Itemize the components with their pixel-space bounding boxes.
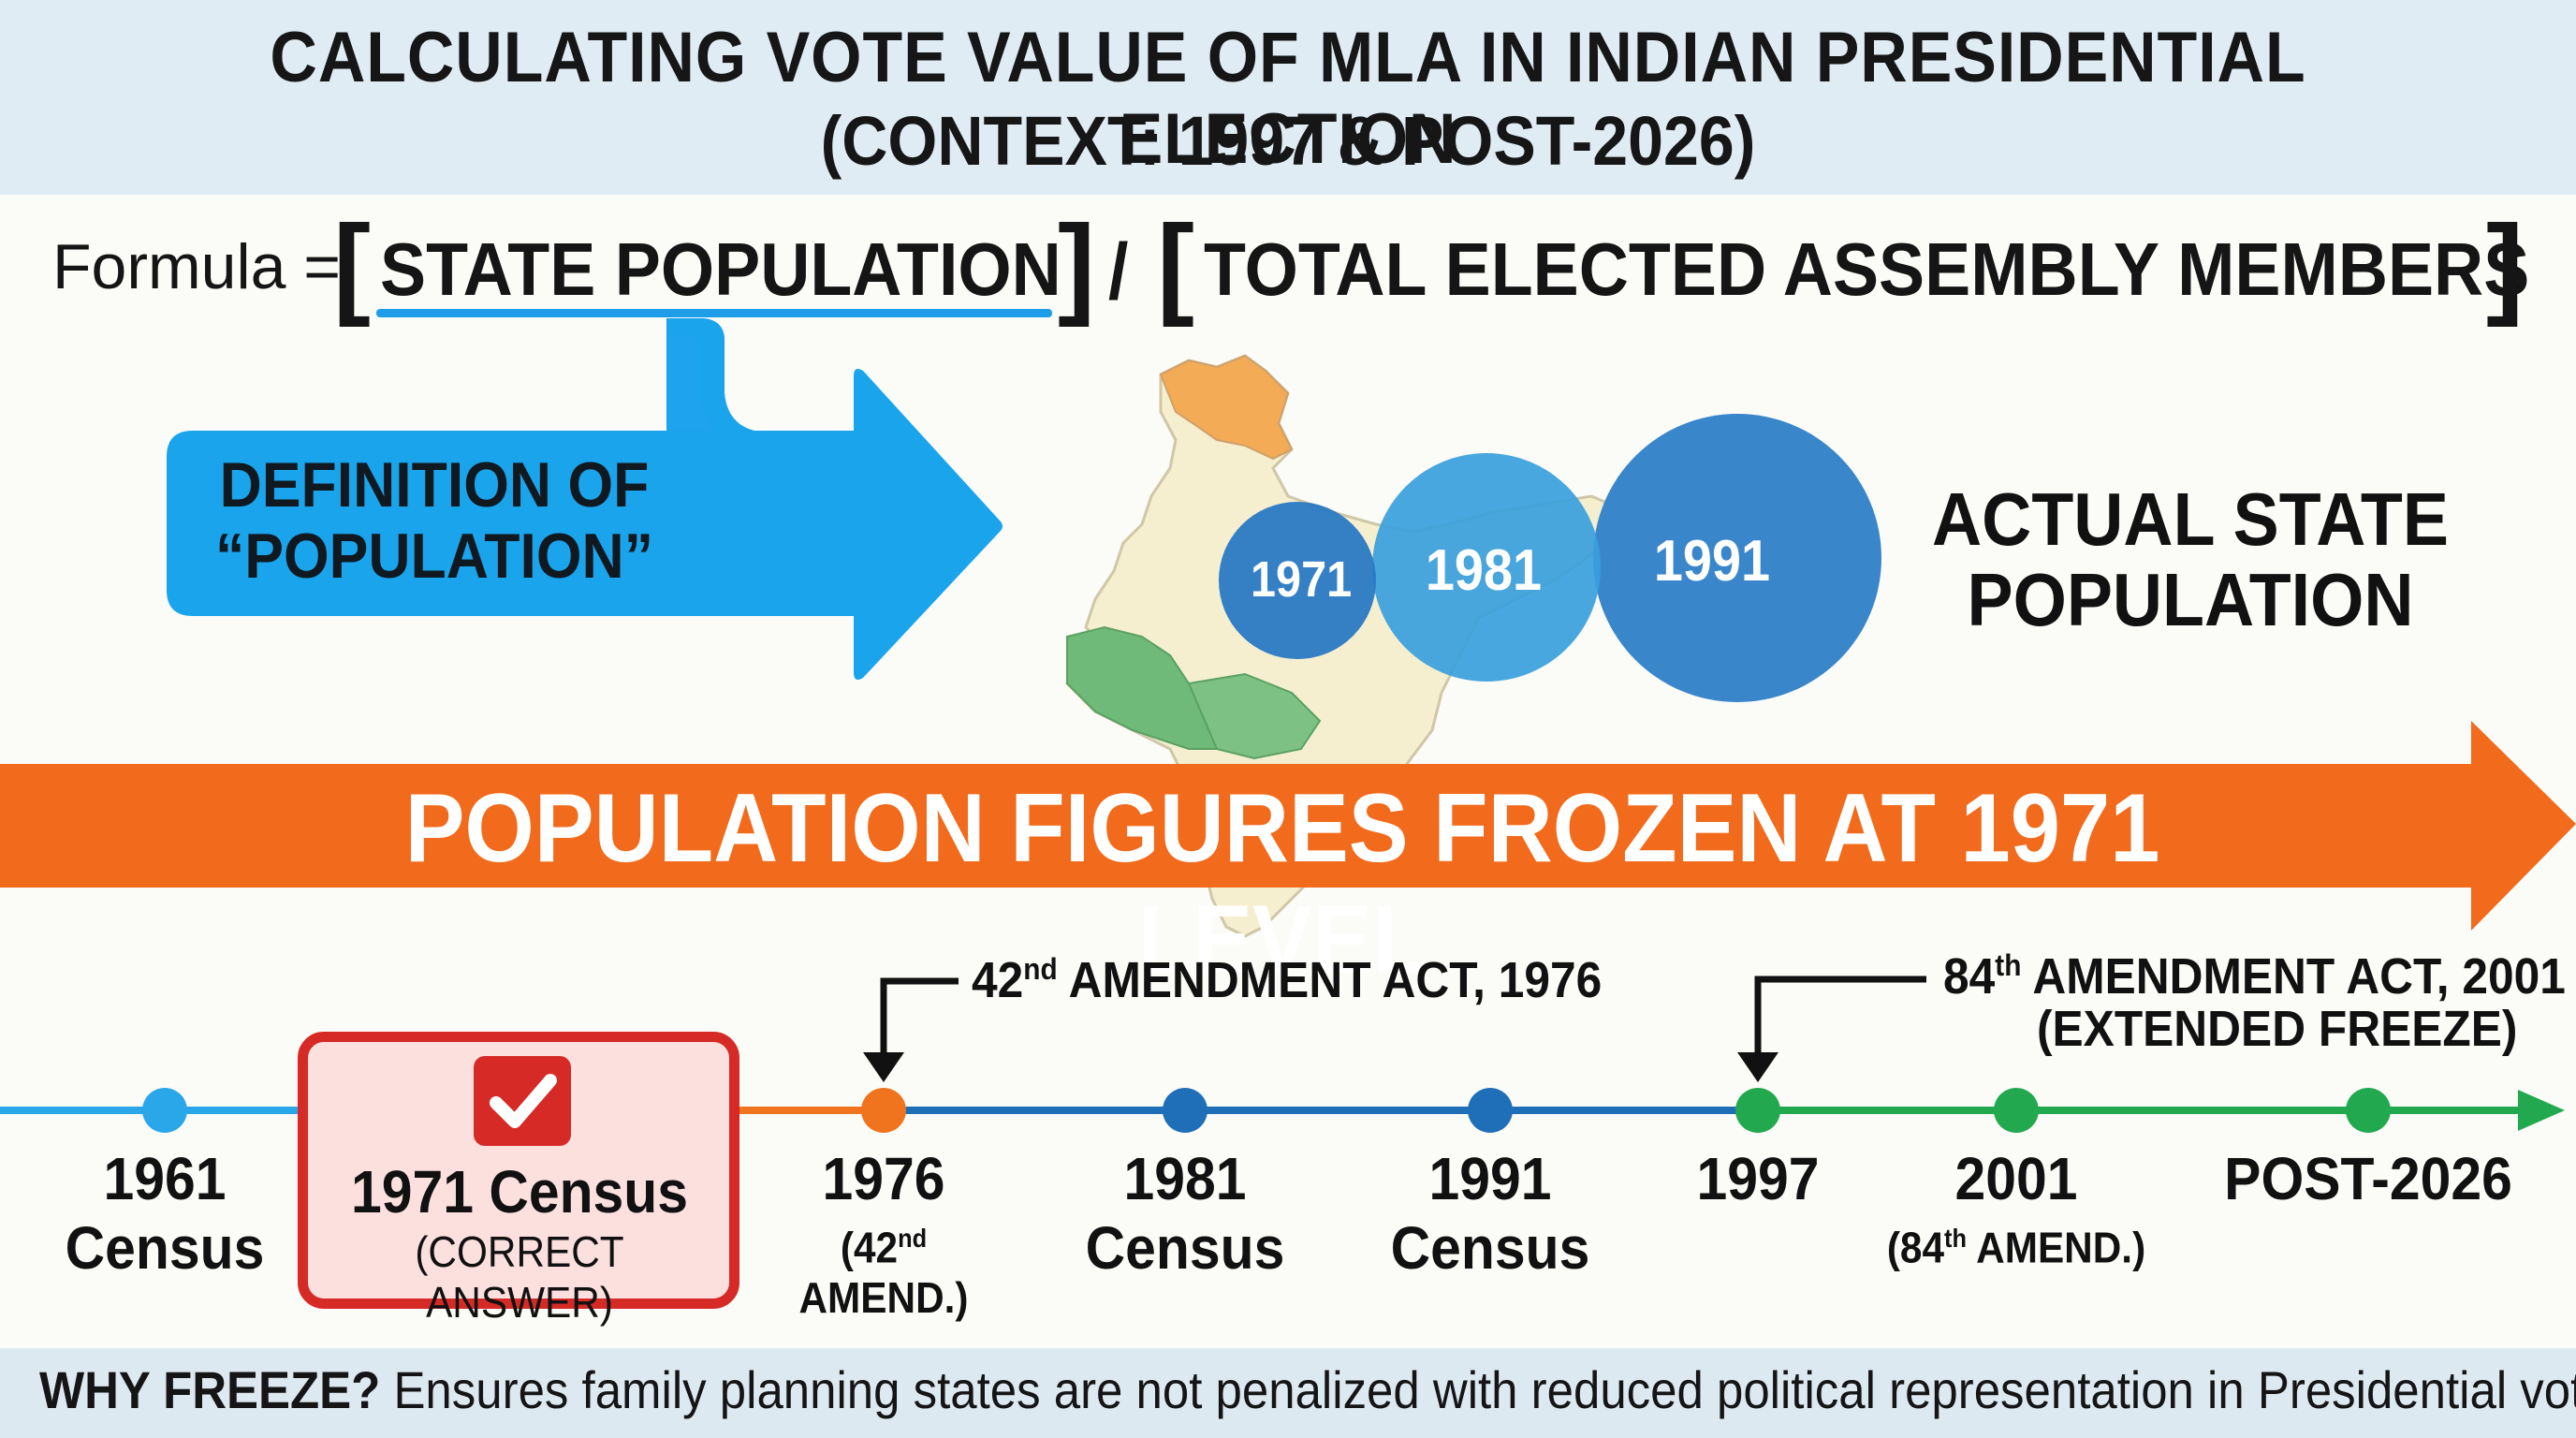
actual-line2: POPULATION <box>1967 558 2414 641</box>
rest: AMEND.) <box>1966 1223 2146 1272</box>
header: CALCULATING VOTE VALUE OF MLA IN INDIAN … <box>0 0 2576 195</box>
label-year: 1997 <box>1696 1145 1820 1212</box>
timeline-dot-2001 <box>1994 1088 2039 1133</box>
amend42-rest: AMENDMENT ACT, 1976 <box>1057 952 1603 1008</box>
timeline-label-1976: 1976 (42nd AMEND.) <box>754 1144 1013 1323</box>
rest: AMEND.) <box>798 1273 969 1323</box>
bracket-close: ] <box>1058 202 1095 328</box>
definition-arrow-head <box>854 369 1003 680</box>
timeline-label-2001: 2001 (84th AMEND.) <box>1879 1144 2154 1272</box>
amend84-annotation: 84th AMENDMENT ACT, 2001 <box>1943 947 2566 1005</box>
timeline-label-1997: 1997 <box>1646 1144 1869 1213</box>
census-circle-1981 <box>1372 453 1601 682</box>
census-circle-1991 <box>1593 414 1881 702</box>
timeline-label-post2026: POST-2026 <box>2204 1144 2532 1213</box>
actual-line1: ACTUAL STATE <box>1932 477 2449 561</box>
timeline-label-1971: 1971 Census (CORRECT ANSWER) <box>326 1157 713 1328</box>
label-sub: Census <box>1390 1214 1590 1282</box>
definition-line1: DEFINITION OF <box>219 449 650 521</box>
actual-population-label: ACTUAL STATE POPULATION <box>1932 479 2449 640</box>
timeline-dot-1976 <box>861 1088 906 1133</box>
bracket-open: [ <box>333 202 371 328</box>
label-sub: (42nd AMEND.) <box>754 1213 1013 1323</box>
label-sub: (84th AMEND.) <box>1879 1213 2154 1272</box>
formula-label: Formula = <box>52 231 341 302</box>
timeline-arrowhead <box>2518 1090 2565 1131</box>
label-year: 1991 <box>1428 1145 1552 1212</box>
label-year: POST-2026 <box>2224 1145 2512 1212</box>
amend84-sup: th <box>1995 948 2022 982</box>
census-circle-1971 <box>1219 502 1376 659</box>
census-label-1981: 1981 <box>1425 538 1543 603</box>
central-region <box>1187 672 1322 760</box>
amend84-rest: AMENDMENT ACT, 2001 <box>2021 948 2566 1005</box>
amend42-pointer-head <box>863 1052 904 1082</box>
formula-divider: / <box>1108 227 1129 315</box>
definition-arrow-body <box>167 431 854 616</box>
label-sub: Census <box>1085 1214 1285 1282</box>
ord: (84 <box>1886 1223 1944 1272</box>
frozen-banner-text: POPULATION FIGURES FROZEN AT 1971 LEVEL <box>404 774 2160 994</box>
numerator-underline <box>376 309 1052 317</box>
timeline-dot-1991 <box>1468 1088 1513 1133</box>
amend42-ord: 42 <box>972 952 1024 1008</box>
amend42-sup: nd <box>1023 952 1058 986</box>
amend84-subnote: (EXTENDED FREEZE) <box>2037 1001 2518 1057</box>
definition-line2: “POPULATION” <box>214 521 654 592</box>
footer: WHY FREEZE? Ensures family planning stat… <box>0 1348 2576 1438</box>
footer-text: WHY FREEZE? Ensures family planning stat… <box>39 1359 2576 1420</box>
footer-body: Ensures family planning states are not p… <box>380 1360 2576 1419</box>
amend84-pointer <box>1754 976 1926 1058</box>
census-label-1991: 1991 <box>1653 529 1771 594</box>
timeline-dot-1961 <box>142 1088 187 1133</box>
frozen-banner-arrow <box>0 721 2576 931</box>
census-label-1971: 1971 <box>1251 551 1353 608</box>
label-year: 1971 Census <box>350 1158 689 1225</box>
definition-label: DEFINITION OF “POPULATION” <box>193 449 675 592</box>
label-year: 1961 <box>103 1145 227 1212</box>
label-year: 1976 <box>822 1145 945 1212</box>
label-year: 2001 <box>1954 1145 2078 1212</box>
checkmark-icon <box>474 1056 571 1146</box>
amend42-pointer <box>880 977 959 1058</box>
timeline-dot-1981 <box>1163 1088 1208 1133</box>
amend42-annotation: 42nd AMENDMENT ACT, 1976 <box>972 951 1602 1009</box>
connector-arrow-curve <box>666 318 854 449</box>
label-sub: Census <box>65 1214 265 1282</box>
sup: nd <box>898 1224 928 1253</box>
amend84-ord: 84 <box>1943 948 1996 1005</box>
bracket-open: [ <box>1157 202 1194 328</box>
sup: th <box>1943 1224 1967 1253</box>
timeline-label-1981: 1981 Census <box>1073 1144 1296 1283</box>
page-title: CALCULATING VOTE VALUE OF MLA IN INDIAN … <box>270 18 2306 179</box>
timeline-label-1991: 1991 Census <box>1378 1144 1602 1283</box>
formula-numerator: STATE POPULATION <box>380 227 1061 311</box>
footer-bold: WHY FREEZE? <box>39 1360 381 1419</box>
timeline-dot-1997 <box>1735 1088 1780 1133</box>
formula: Formula = [ STATE POPULATION ] / [ TOTAL… <box>52 202 2542 328</box>
timeline-dot-post2026 <box>2346 1088 2391 1133</box>
label-year: 1981 <box>1123 1145 1247 1212</box>
page-subtitle: (CONTEXT: 1997 & POST-2026) <box>820 102 1756 180</box>
label-sub: (CORRECT ANSWER) <box>415 1227 624 1327</box>
kashmir-region <box>1159 354 1294 461</box>
formula-denominator: TOTAL ELECTED ASSEMBLY MEMBERS <box>1204 227 2530 311</box>
timeline-label-1961: 1961 Census <box>52 1144 276 1283</box>
bracket-close: ] <box>2486 202 2524 328</box>
ord: (42 <box>840 1223 899 1272</box>
amend84-pointer-head <box>1737 1052 1778 1082</box>
